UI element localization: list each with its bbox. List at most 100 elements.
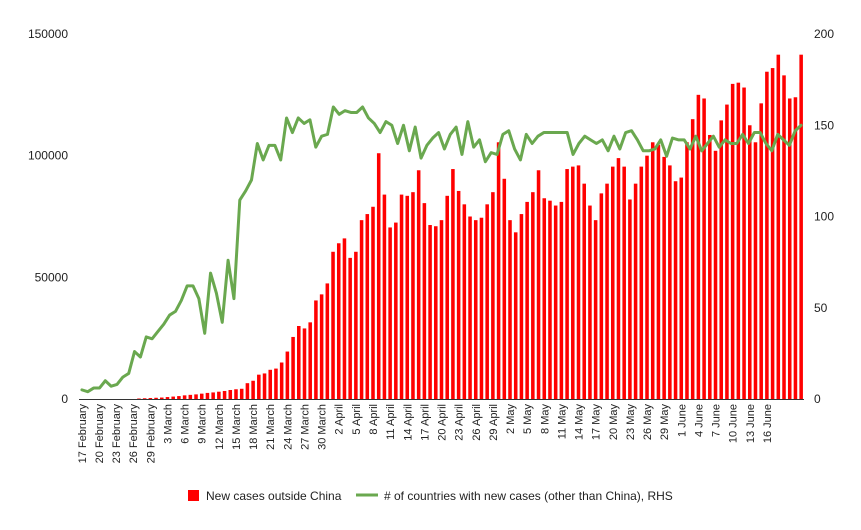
x-tick-label: 7 June — [711, 404, 723, 437]
bar-series — [137, 54, 803, 400]
x-tick-label: 29 May — [659, 404, 671, 441]
bar — [496, 142, 501, 399]
bar — [639, 166, 644, 399]
bar — [468, 216, 472, 399]
bar — [508, 220, 512, 399]
bar — [708, 134, 712, 400]
bar — [702, 98, 706, 399]
x-tick-label: 30 March — [317, 404, 329, 450]
x-tick-label: 23 April — [454, 404, 466, 441]
bar — [650, 142, 655, 399]
bar — [234, 389, 238, 399]
x-tick-label: 17 May — [591, 404, 603, 441]
x-tick-label: 11 May — [556, 404, 568, 440]
bar — [388, 227, 392, 399]
bar — [668, 165, 672, 399]
legend: New cases outside China # of countries w… — [188, 489, 673, 503]
x-tick-label: 26 May — [642, 404, 654, 441]
bar — [605, 183, 609, 399]
x-tick-label: 15 March — [231, 404, 243, 450]
bar — [519, 214, 524, 399]
bar — [553, 205, 558, 399]
bar — [428, 225, 432, 399]
bar — [685, 142, 689, 399]
bar — [525, 201, 529, 399]
bar — [742, 87, 746, 399]
legend-label-line: # of countries with new cases (other tha… — [384, 489, 673, 503]
x-tick-label: 17 April — [419, 404, 431, 441]
bar — [411, 192, 415, 399]
bar — [308, 322, 312, 399]
x-tick-label: 29 April — [488, 404, 500, 441]
bar — [565, 169, 569, 399]
bar — [730, 83, 735, 399]
bar — [148, 398, 153, 399]
x-tick-label: 10 June — [728, 404, 740, 443]
x-tick-label: 6 March — [180, 404, 192, 444]
bar — [160, 397, 164, 399]
x-tick-label: 24 March — [282, 404, 294, 450]
y-left-tick-label: 0 — [61, 392, 68, 406]
bar — [531, 192, 535, 399]
bar — [599, 193, 604, 399]
bar — [314, 300, 318, 399]
x-axis: 17 February 20 February 23 February 26 Febr… — [77, 399, 804, 464]
legend-swatch-bars — [188, 490, 199, 501]
legend-label-bars: New cases outside China — [206, 489, 342, 503]
right-axis: 0 50 100 150 200 — [814, 27, 834, 406]
bar — [748, 125, 752, 399]
bar — [542, 198, 547, 399]
bar — [776, 54, 781, 400]
bar — [422, 203, 427, 399]
bar — [394, 222, 398, 399]
bar — [662, 156, 666, 399]
bar — [354, 251, 358, 399]
x-tick-label: 17 February — [77, 404, 89, 464]
bar — [502, 178, 507, 399]
bar — [479, 217, 484, 399]
x-tick-label: 13 June — [745, 404, 757, 443]
y-right-tick-label: 150 — [814, 118, 834, 132]
bar — [285, 351, 290, 399]
x-tick-label: 5 April — [351, 404, 363, 435]
left-axis: 0 50000 100000 150000 — [28, 27, 68, 406]
bar — [171, 396, 175, 399]
bar — [633, 183, 638, 399]
bar — [491, 192, 495, 399]
y-right-tick-label: 50 — [814, 301, 828, 315]
bar — [188, 394, 193, 399]
bar — [182, 395, 187, 399]
bar — [262, 373, 267, 399]
bar — [251, 380, 255, 399]
bar — [753, 142, 758, 399]
bar — [291, 336, 295, 399]
bar — [177, 396, 181, 399]
y-left-tick-label: 50000 — [35, 270, 69, 284]
bar — [359, 220, 364, 399]
x-tick-label: 21 March — [265, 404, 277, 450]
x-tick-label: 14 April — [402, 404, 414, 441]
bar — [559, 201, 564, 399]
x-tick-label: 1 June — [676, 404, 688, 437]
bar — [154, 397, 158, 399]
bar — [222, 390, 227, 399]
bar — [571, 166, 575, 399]
bar — [376, 153, 381, 399]
x-tick-label: 14 May — [574, 404, 586, 441]
bar — [782, 75, 786, 400]
bar — [416, 170, 421, 399]
x-tick-label: 12 March — [214, 404, 226, 450]
bar — [770, 68, 775, 399]
bar — [616, 158, 621, 399]
bar — [405, 195, 410, 399]
bar — [348, 257, 352, 399]
bar — [719, 120, 723, 399]
x-tick-label: 26 April — [471, 404, 483, 441]
bar — [473, 220, 478, 399]
x-tick-label: 11 April — [385, 404, 397, 440]
bar — [445, 195, 449, 399]
bar — [194, 394, 198, 399]
bar — [342, 238, 347, 399]
x-tick-label: 27 March — [299, 404, 311, 450]
x-tick-label: 4 June — [693, 404, 705, 437]
